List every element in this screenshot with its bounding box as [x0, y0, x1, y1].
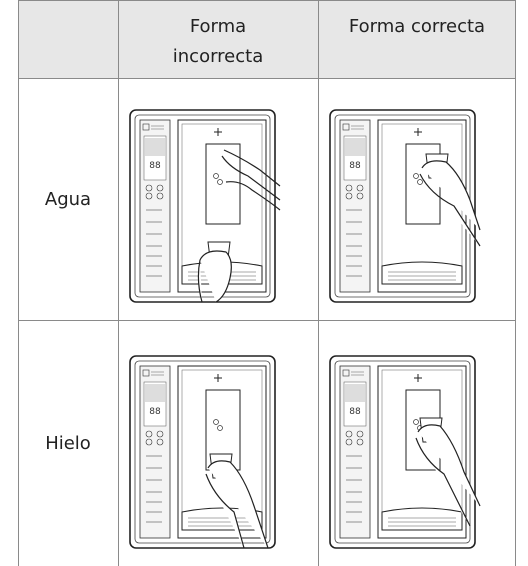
- header-cell-empty: [18, 0, 118, 78]
- row-label: Agua: [44, 188, 92, 210]
- dispenser-illustration: [329, 355, 481, 549]
- dispenser-illustration: [129, 109, 281, 303]
- dispenser-illustration: [329, 109, 481, 303]
- row-label: Hielo: [45, 432, 91, 454]
- header-cell: Forma incorrecta: [118, 0, 318, 78]
- table-borders: [18, 0, 516, 566]
- dispenser-illustration: [129, 355, 276, 549]
- header-cell: Forma correcta: [318, 0, 516, 78]
